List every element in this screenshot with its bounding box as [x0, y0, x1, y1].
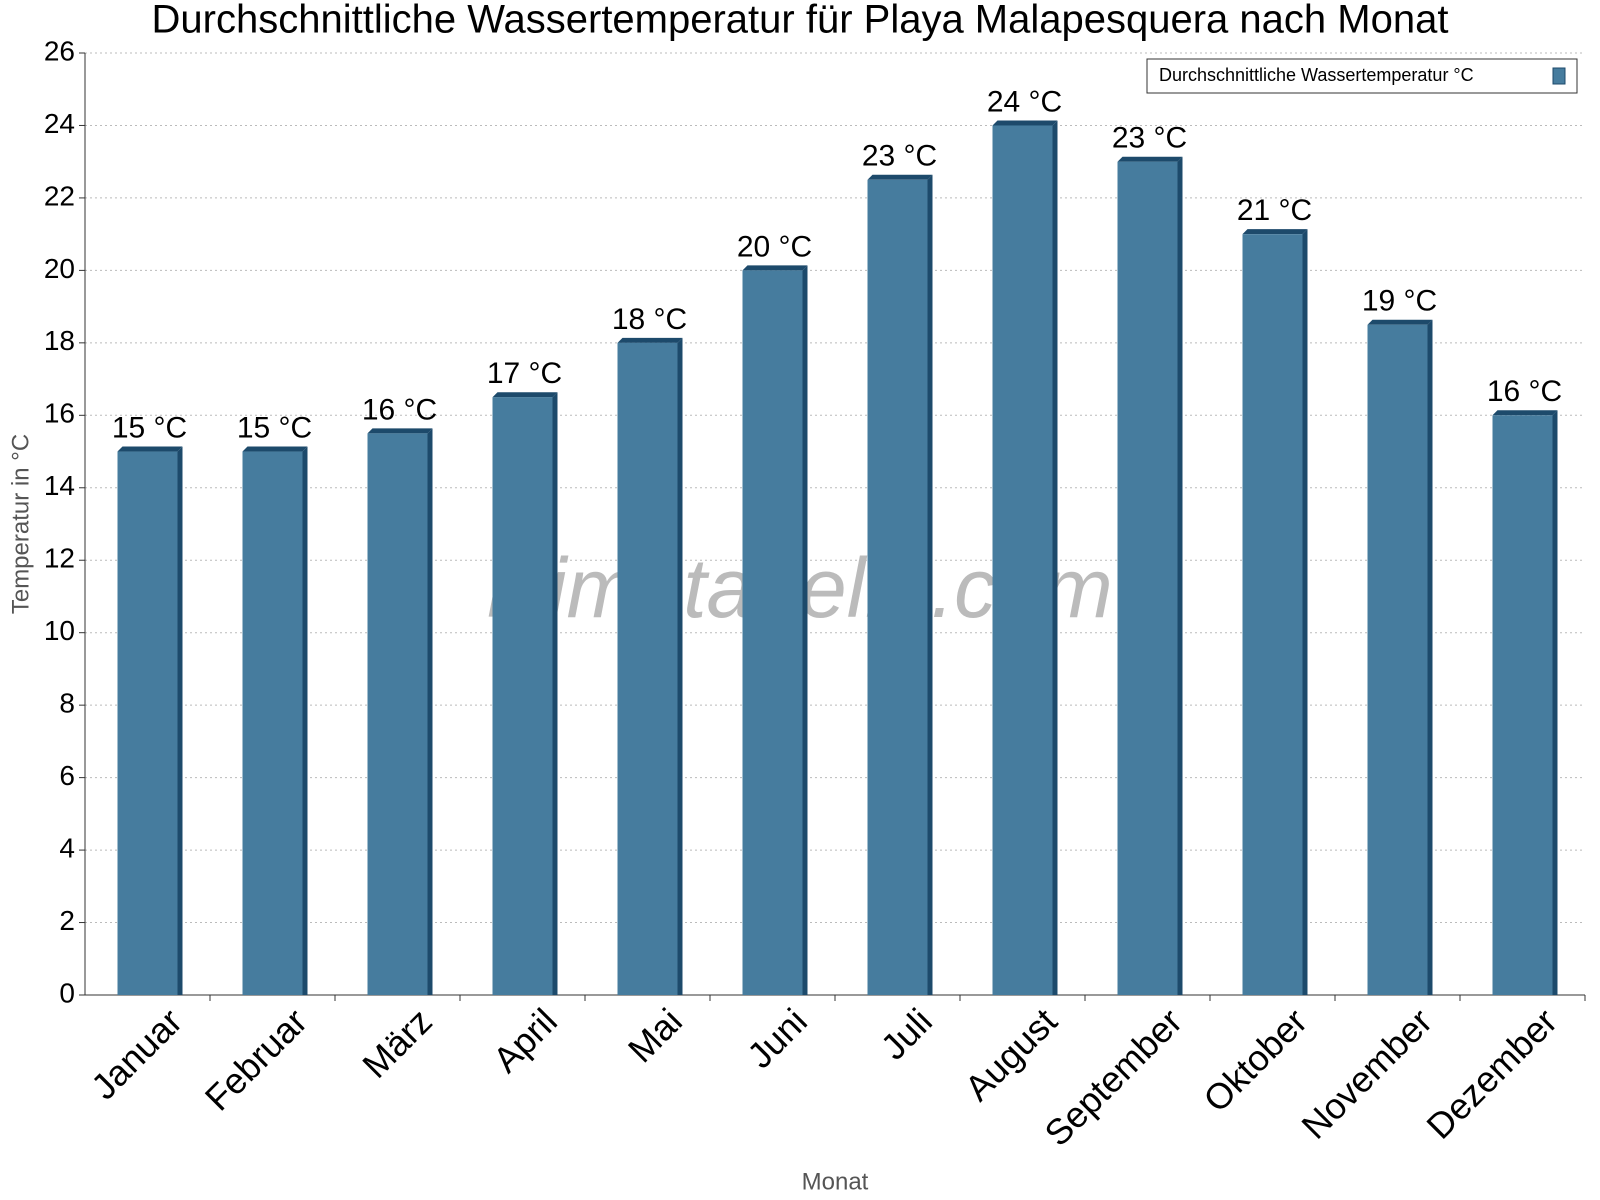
value-label: 17 °C: [487, 357, 562, 390]
x-tick-label: August: [957, 1000, 1065, 1108]
y-tick-label: 20: [44, 253, 75, 284]
bar-side: [1177, 156, 1183, 995]
bar-top: [1367, 319, 1433, 325]
x-axis-label: Monat: [802, 1168, 869, 1195]
y-tick-label: 8: [59, 688, 75, 719]
value-label: 24 °C: [987, 85, 1062, 118]
x-tick-label: Mai: [620, 1000, 690, 1070]
value-label: 20 °C: [737, 230, 812, 263]
bar: [242, 451, 303, 995]
bar-top: [867, 174, 933, 180]
bar-top: [1242, 229, 1308, 235]
bar-top: [117, 446, 183, 452]
bar-side: [927, 174, 933, 996]
y-tick-label: 12: [44, 543, 75, 574]
bar-top: [242, 446, 308, 452]
bar: [867, 179, 928, 996]
bar: [1117, 161, 1178, 995]
bar-side: [302, 446, 308, 995]
x-tick-label: Dezember: [1418, 1000, 1564, 1146]
bar-side: [1052, 120, 1058, 995]
value-label: 21 °C: [1237, 194, 1312, 227]
x-tick-label: Januar: [83, 1000, 190, 1107]
value-label: 15 °C: [237, 411, 312, 444]
bar-side: [1552, 410, 1558, 995]
x-tick-label: November: [1293, 1000, 1439, 1146]
x-tick-label: April: [485, 1000, 565, 1080]
bar-side: [802, 265, 808, 995]
bar-top: [617, 337, 683, 343]
bar: [1492, 415, 1553, 995]
y-tick-label: 26: [44, 35, 75, 66]
value-label: 19 °C: [1362, 285, 1437, 318]
y-tick-label: 10: [44, 615, 75, 646]
bar-top: [492, 392, 558, 398]
x-tick-label: September: [1036, 1000, 1190, 1154]
value-label: 23 °C: [862, 140, 937, 173]
x-tick-label: März: [354, 1000, 440, 1086]
bar-top: [1117, 156, 1183, 162]
bar-top: [1492, 410, 1558, 416]
bar: [492, 397, 553, 995]
y-tick-label: 24: [44, 108, 75, 139]
bar-side: [177, 446, 183, 995]
bar-side: [1302, 229, 1308, 996]
y-tick-label: 14: [44, 470, 75, 501]
bar-top: [367, 428, 433, 434]
y-tick-label: 0: [59, 977, 75, 1008]
x-tick-label: Juni: [739, 1000, 815, 1076]
bar-top: [742, 265, 808, 271]
y-tick-label: 2: [59, 905, 75, 936]
chart-title: Durchschnittliche Wassertemperatur für P…: [152, 0, 1449, 42]
value-label: 16 °C: [362, 393, 437, 426]
legend-label: Durchschnittliche Wassertemperatur °C: [1159, 65, 1474, 85]
legend-swatch: [1552, 67, 1566, 85]
y-tick-label: 6: [59, 760, 75, 791]
bar: [1242, 234, 1303, 996]
value-label: 16 °C: [1487, 375, 1562, 408]
bar-side: [552, 392, 558, 995]
bar-side: [677, 337, 683, 995]
bar: [117, 451, 178, 995]
y-tick-label: 22: [44, 180, 75, 211]
x-tick-label: Oktober: [1195, 1000, 1315, 1120]
legend-box: [1146, 58, 1578, 94]
x-tick-label: Juli: [873, 1000, 940, 1067]
bar: [992, 125, 1053, 995]
bar: [742, 270, 803, 995]
bar-top: [992, 120, 1058, 126]
value-label: 15 °C: [112, 411, 187, 444]
y-tick-label: 16: [44, 398, 75, 429]
value-label: 18 °C: [612, 303, 687, 336]
bar-side: [427, 428, 433, 995]
bar-side: [1427, 319, 1433, 995]
value-label: 23 °C: [1112, 122, 1187, 155]
bar: [1367, 324, 1428, 995]
y-tick-label: 4: [59, 832, 75, 863]
bar: [617, 342, 678, 995]
y-axis-label: Temperatur in °C: [7, 434, 34, 614]
bar: [367, 433, 428, 995]
y-tick-label: 18: [44, 325, 75, 356]
x-tick-label: Februar: [197, 1000, 315, 1118]
